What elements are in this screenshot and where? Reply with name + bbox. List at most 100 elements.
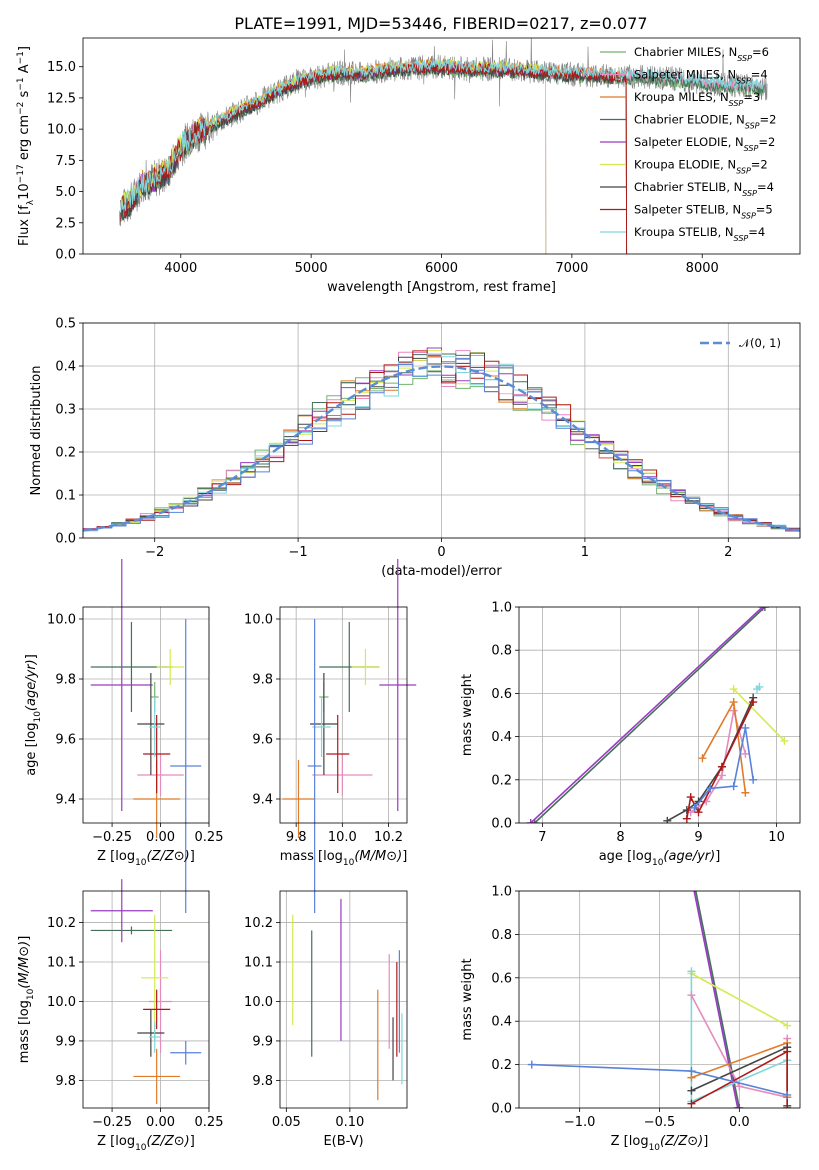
- mass-weight-marker: [687, 1099, 696, 1108]
- legend-entry: Salpeter ELODIE, NSSP=2: [634, 135, 775, 153]
- mass-weight-marker: [526, 819, 535, 823]
- residual-histograms: [82, 347, 801, 538]
- label-part: =2: [760, 113, 777, 127]
- label-part: Kroupa MILES, N: [634, 90, 729, 104]
- mass_age-tick-label-y: 9.4: [252, 793, 273, 808]
- z_mass-tick-label-y: 10.1: [47, 956, 76, 971]
- label-part: SSP: [744, 144, 759, 153]
- legend-entry: Kroupa ELODIE, NSSP=2: [634, 158, 768, 176]
- label-part: =2: [751, 158, 768, 172]
- residuals-ylabel: Normed distribution: [29, 366, 44, 496]
- residuals-tick-label-x: −2: [145, 545, 164, 560]
- ebv-tick-label-y: 10.2: [244, 916, 273, 931]
- residuals-tick-label-x: 2: [724, 545, 732, 560]
- label-part: Z [log: [611, 1134, 649, 1149]
- spectrum-tick-label-x: 8000: [686, 261, 719, 276]
- age_weight-xlabel: age [log10(age/yr)]: [599, 849, 721, 868]
- age_weight-ylabel: mass weight: [460, 674, 475, 756]
- age_weight-tick-label-y: 0.4: [491, 730, 512, 745]
- label-part: 10: [26, 988, 36, 1000]
- label-part: 10: [135, 1143, 147, 1153]
- residuals-tick-label-x: 0: [437, 545, 445, 560]
- age_weight-axes: 7 8 9 10 0.0 0.2 0.4 0.6 0.8 1.0: [491, 601, 800, 845]
- mass-weight-marker: [682, 814, 691, 823]
- label-part: SSP: [742, 189, 757, 198]
- ebv-xlabel: E(B-V): [323, 1134, 363, 1149]
- z_age-tick-label-y: 9.8: [55, 673, 76, 688]
- label-part: SSP: [741, 211, 756, 220]
- z_mass-tick-label-x: 0.00: [146, 1115, 175, 1130]
- ebv-axes: 0.05 0.10 9.8 9.9 10.0 10.1 10.2: [244, 891, 407, 1130]
- z_age-tick-label-x: −0.25: [92, 830, 132, 845]
- age_weight-tick-label-y: 0.0: [491, 817, 512, 832]
- mass_age-xlabel: mass [log10(M/M⊙)]: [280, 849, 408, 868]
- spectrum-tick-label-x: 4000: [164, 261, 197, 276]
- mass-weight-line: [534, 607, 766, 823]
- label-part: ]: [703, 1134, 708, 1149]
- label-part: 10: [652, 858, 664, 868]
- label-part: −17: [16, 164, 26, 183]
- label-part: λ: [26, 199, 36, 205]
- label-part: =6: [752, 45, 769, 59]
- z_mass-tick-label-y: 10.2: [47, 916, 76, 931]
- label-part: (age/yr): [663, 849, 715, 864]
- age_weight-tick-label-y: 0.2: [491, 773, 512, 788]
- spectrum-ylabel: Flux [fλ10−17 erg cm−2 s−1 A−1]: [16, 46, 36, 246]
- model-spectrum-line: [120, 61, 628, 254]
- label-part: 10: [17, 183, 32, 200]
- z_weight-tick-label-x: 0.0: [729, 1115, 750, 1130]
- legend-entry: 𝒩(0, 1): [739, 336, 781, 350]
- mass_age-tick-label-y: 9.8: [252, 673, 273, 688]
- age_weight-tick-label-x: 7: [538, 830, 546, 845]
- z_mass-frame: [82, 890, 210, 1109]
- legend-entry: Chabrier STELIB, NSSP=4: [634, 180, 774, 198]
- label-part: =3: [743, 90, 760, 104]
- label-part: 10: [33, 711, 43, 723]
- mass-weight-marker: [690, 803, 699, 812]
- mass-weight-marker: [749, 698, 758, 707]
- mass-weight-marker: [717, 771, 726, 780]
- label-part: Z [log: [97, 1134, 135, 1149]
- mass-weight-marker: [694, 808, 703, 817]
- age_weight-frame: [518, 606, 801, 824]
- label-part: ]: [17, 936, 32, 941]
- label-part: Z [log: [97, 849, 135, 864]
- ebv-frame: [279, 890, 408, 1109]
- legend-entry: Kroupa MILES, NSSP=3: [634, 90, 760, 108]
- mass-weight-marker: [717, 762, 726, 771]
- gaussian-reference-line: [82, 365, 801, 532]
- mass-weight-marker: [760, 607, 769, 611]
- mass-weight-marker: [733, 1104, 742, 1108]
- label-part: −1: [16, 77, 26, 90]
- z_weight-tick-label-y: 0.0: [491, 1102, 512, 1117]
- spectrum-frame: [82, 37, 801, 255]
- label-part: (M/M⊙): [354, 849, 402, 864]
- mass-weight-marker: [783, 1104, 792, 1108]
- spectrum-tick-label-y: 10.0: [47, 123, 76, 138]
- mass-weight-marker: [687, 865, 695, 873]
- ebv-tick-label-y: 10.1: [244, 956, 273, 971]
- label-part: SSP: [736, 166, 751, 175]
- label-part: Salpeter ELODIE, N: [634, 135, 744, 149]
- label-part: −2: [16, 102, 26, 115]
- age_weight-tick-label-x: 10: [768, 830, 785, 845]
- z_age-tick-label-y: 9.4: [55, 793, 76, 808]
- label-part: A: [17, 64, 32, 77]
- mass-weight-marker: [783, 1021, 792, 1030]
- mass_age-axes: 9.8 10.0 10.2 9.4 9.6 9.8 10.0: [244, 607, 407, 845]
- mass-weight-marker: [706, 784, 715, 793]
- mass-weight-marker: [735, 1104, 744, 1108]
- label-part: (Z/Z⊙): [660, 1134, 703, 1149]
- mass_age-tick-label-y: 9.6: [252, 733, 273, 748]
- z_mass-errorbars: [90, 879, 202, 1105]
- label-part: s: [17, 90, 32, 101]
- label-part: =5: [756, 203, 773, 217]
- ebv-tick-label-y: 9.9: [252, 1034, 273, 1049]
- figure-title: PLATE=1991, MJD=53446, FIBERID=0217, z=0…: [234, 14, 647, 33]
- label-part: Salpeter STELIB, N: [634, 203, 741, 217]
- label-part: 10: [135, 858, 147, 868]
- z_age-ylabel: age [log10(age/yr)]: [24, 654, 43, 776]
- label-part: mass [log: [280, 849, 343, 864]
- age_weight-tick-label-y: 1.0: [491, 601, 512, 616]
